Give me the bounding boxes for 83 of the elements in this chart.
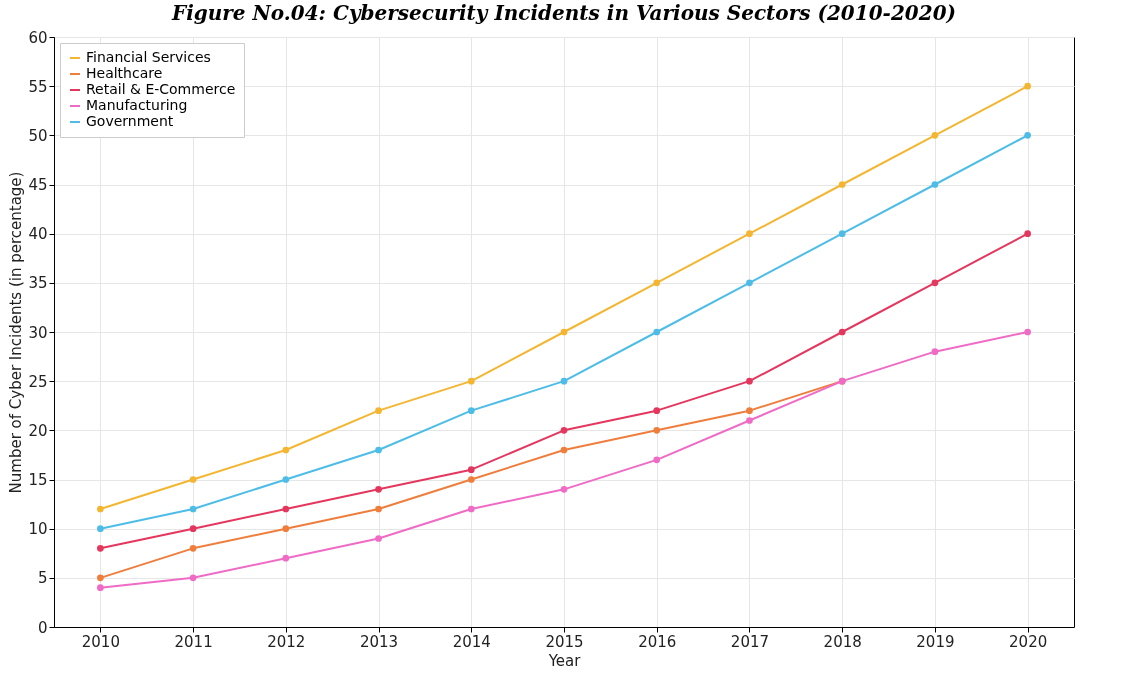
x-tick-label: 2020 bbox=[1009, 632, 1048, 651]
y-tick-label: 50 bbox=[28, 126, 48, 145]
point bbox=[282, 525, 290, 533]
point bbox=[467, 407, 475, 415]
point bbox=[189, 476, 197, 483]
y-tick-label: 10 bbox=[28, 520, 48, 539]
y-tick-label: 15 bbox=[28, 471, 48, 489]
point bbox=[838, 181, 846, 188]
point bbox=[97, 525, 104, 533]
point bbox=[560, 446, 568, 454]
point bbox=[931, 279, 939, 287]
point bbox=[931, 181, 939, 188]
x-tick-label: 2016 bbox=[638, 632, 677, 651]
x-tick-label: 2017 bbox=[730, 632, 770, 651]
x-tick-label: 2015 bbox=[545, 632, 584, 651]
x-tick-label: 2010 bbox=[81, 632, 120, 651]
x-tick-label: 2014 bbox=[452, 632, 491, 651]
legend-label: Healthcare bbox=[86, 65, 163, 81]
point bbox=[97, 544, 104, 552]
x-tick-label: 2019 bbox=[916, 632, 955, 651]
point bbox=[746, 230, 753, 238]
y-tick-label: 55 bbox=[28, 77, 48, 96]
point bbox=[838, 328, 846, 336]
point bbox=[931, 348, 939, 356]
point bbox=[838, 230, 846, 238]
legend-label: Manufacturing bbox=[86, 97, 188, 113]
y-tick-label: 60 bbox=[28, 28, 48, 47]
point bbox=[1024, 131, 1031, 139]
point bbox=[282, 446, 290, 454]
point bbox=[560, 377, 568, 385]
point bbox=[189, 505, 197, 513]
point bbox=[282, 505, 290, 513]
y-tick-label: 45 bbox=[28, 176, 48, 194]
point bbox=[467, 466, 475, 474]
point bbox=[1024, 328, 1031, 336]
point bbox=[467, 505, 475, 513]
point bbox=[560, 328, 568, 336]
point bbox=[375, 485, 382, 493]
chart-title: Figure No.04: Cybersecurity Incidents in Various Sectors (2010-2020) bbox=[170, 1, 957, 25]
point bbox=[653, 328, 661, 336]
point bbox=[746, 279, 753, 287]
x-tick-label: 2018 bbox=[823, 632, 862, 651]
legend-label: Retail & E-Commerce bbox=[86, 81, 236, 97]
point bbox=[282, 554, 290, 562]
point bbox=[560, 485, 568, 493]
point bbox=[375, 505, 382, 513]
y-axis-title: Number of Cyber Incidents (in percentage) bbox=[7, 171, 26, 494]
point bbox=[375, 407, 382, 415]
y-tick-label: 0 bbox=[37, 618, 48, 637]
x-tick-label: 2011 bbox=[174, 632, 213, 651]
point bbox=[189, 525, 197, 533]
point bbox=[746, 407, 753, 415]
y-tick-label: 25 bbox=[28, 372, 48, 391]
point bbox=[467, 377, 475, 385]
point bbox=[467, 476, 475, 483]
legend-label: Financial Services bbox=[86, 49, 211, 65]
point bbox=[189, 544, 197, 552]
point bbox=[931, 131, 939, 139]
point bbox=[653, 426, 661, 434]
x-tick-label: 2013 bbox=[359, 632, 399, 651]
y-tick-label: 20 bbox=[28, 421, 48, 440]
point bbox=[282, 476, 290, 483]
point bbox=[653, 407, 661, 415]
point bbox=[97, 505, 104, 513]
point bbox=[560, 426, 568, 434]
point bbox=[1024, 82, 1031, 90]
x-axis-title: Year bbox=[547, 651, 582, 670]
point bbox=[1024, 230, 1031, 238]
legend-label: Government bbox=[86, 113, 174, 129]
point bbox=[653, 456, 661, 464]
y-tick-label: 40 bbox=[28, 225, 48, 244]
x-tick-label: 2012 bbox=[267, 632, 306, 651]
point bbox=[375, 535, 382, 542]
y-tick-label: 5 bbox=[37, 569, 48, 588]
point bbox=[653, 279, 661, 287]
y-tick-label: 30 bbox=[28, 323, 48, 342]
point bbox=[97, 584, 104, 592]
point bbox=[189, 574, 197, 582]
point bbox=[375, 446, 382, 454]
point bbox=[746, 377, 753, 385]
point bbox=[97, 574, 104, 582]
y-tick-label: 35 bbox=[28, 274, 48, 293]
point bbox=[746, 417, 753, 424]
